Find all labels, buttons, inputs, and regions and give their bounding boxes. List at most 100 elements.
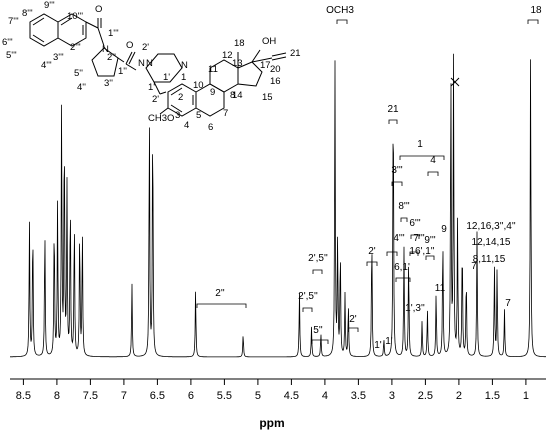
structure-atom-label: 8	[230, 90, 235, 101]
structure-atom-label: 2'	[152, 94, 159, 105]
structure-atom-label: 6'''	[2, 37, 13, 48]
structure-atom-label: O	[126, 40, 133, 51]
peak-annotation: OCH3	[326, 5, 354, 16]
annotation-bracket	[366, 261, 378, 266]
structure-atom-label: 10'''	[67, 11, 83, 22]
peak-annotation: 2'	[368, 246, 376, 257]
bracket-layer	[196, 19, 539, 344]
structure-atom-label: N	[146, 58, 153, 69]
x-axis-tick-label: 1	[523, 390, 529, 402]
annotation-bracket	[427, 171, 439, 176]
structure-atom-label: 10	[193, 80, 204, 91]
peak-annotation: 11	[435, 283, 446, 294]
annotation-bracket	[399, 155, 445, 160]
annotation-bracket	[527, 19, 539, 24]
structure-atom-label: OH	[262, 36, 276, 47]
x-axis-tick-label: 7.5	[83, 390, 98, 402]
x-axis-tick-label: 6	[188, 390, 194, 402]
annotation-bracket	[395, 277, 411, 282]
annotation-bracket	[409, 251, 419, 256]
structure-atom-label: 17	[260, 60, 271, 71]
structure-atom-label: 1'''	[108, 28, 119, 39]
peak-annotation: 1	[417, 139, 423, 150]
structure-atom-label: 21	[290, 48, 301, 59]
annotation-bracket	[302, 307, 313, 312]
annotation-bracket	[312, 269, 323, 274]
annotation-bracket	[400, 217, 408, 222]
annotation-bracket	[196, 303, 247, 308]
chemical-structure	[29, 13, 287, 117]
structure-labels: 8'''9'''10'''7'''6'''5'''4'''3'''2''' NO1…	[2, 0, 301, 133]
x-axis-tick-label: 5.5	[217, 390, 232, 402]
annotation-bracket	[388, 119, 398, 124]
structure-atom-label: 9'''	[44, 0, 55, 11]
structure-atom-label: N	[102, 44, 109, 55]
peak-annotation: 18	[530, 5, 542, 16]
spectrum-layer	[10, 53, 546, 358]
structure-atom-label: 12	[222, 50, 233, 61]
structure-atom-label: 2'''	[70, 42, 81, 53]
x-axis-tick-label: 5	[255, 390, 261, 402]
peak-annotation: 1'	[374, 340, 382, 351]
structure-atom-label: 5'''	[6, 50, 17, 61]
x-axis-tick-label: 3.5	[351, 390, 366, 402]
peak-annotation: 6,1'	[394, 262, 410, 273]
structure-atom-label: 3	[175, 110, 180, 121]
peak-annotation: 8'''	[398, 201, 409, 212]
peak-annotation: 21	[387, 104, 399, 115]
x-axis-tick-label: 7	[121, 390, 127, 402]
peak-annotation: 1'	[385, 336, 393, 347]
peak-annotation: 12,14,15	[472, 237, 511, 248]
structure-atom-label: 2''	[107, 52, 116, 63]
x-axis-tick-label: 4.5	[284, 390, 299, 402]
x-axis-tick-label: 8.5	[16, 390, 31, 402]
x-axis: 8.5 8 7.5 7 6.5 6 5.5 5 4.5 4 3.5 3 2.5 2 1.5 1 ppm	[10, 378, 546, 430]
x-axis-tick-label: 2.5	[418, 390, 433, 402]
structure-atom-label: 1	[181, 72, 186, 83]
peak-annotation: 4	[430, 155, 436, 166]
structure-atom-label: 2	[178, 92, 183, 103]
peak-annotation: 2'	[349, 314, 357, 325]
structure-atom-label: 4	[184, 120, 189, 131]
peak-annotation: 12,16,3'',4''	[466, 221, 515, 232]
x-axis-tick-label: 3	[389, 390, 395, 402]
annotation-bracket	[386, 251, 398, 256]
annotation-bracket	[425, 255, 435, 260]
x-axis-tick-label: 4	[322, 390, 328, 402]
structure-atom-label: 18	[234, 38, 245, 49]
structure-atom-label: 11	[208, 64, 218, 75]
structure-atom-label: 5''	[74, 68, 83, 79]
structure-atom-label: 20	[270, 64, 281, 75]
peak-annotation: 6'''	[409, 218, 420, 229]
peak-annotation: 2',5''	[298, 291, 318, 302]
structure-atom-label: 16	[270, 76, 281, 87]
structure-atom-label: 1'	[148, 82, 155, 93]
structure-atom-label: 3''	[104, 78, 113, 89]
structure-atom-label: 13	[232, 58, 243, 69]
peak-annotation: 7'''	[413, 233, 424, 244]
peak-annotation: 3'''	[391, 165, 402, 176]
annotation-bracket	[311, 339, 329, 344]
structure-atom-label: 4'''	[41, 60, 52, 71]
x-axis-title: ppm	[259, 416, 284, 430]
spectrum-trace	[10, 53, 546, 358]
peak-annotation: 5''	[313, 325, 322, 336]
structure-atom-label: 14	[232, 90, 243, 101]
x-axis-tick-label: 1.5	[485, 390, 500, 402]
x-axis-tick-label: 2	[456, 390, 462, 402]
annotation-bracket	[347, 327, 359, 332]
structure-atom-label: O	[95, 4, 102, 15]
structure-atom-label: 1''	[118, 66, 127, 77]
structure-atom-label: 5	[196, 110, 201, 121]
structure-atom-label: 7'''	[8, 16, 19, 27]
annotation-bracket	[410, 234, 420, 239]
peak-annotation: 7	[471, 261, 477, 272]
structure-atom-label: N	[181, 60, 188, 71]
structure-atom-label: 1'	[163, 72, 170, 83]
x-axis-tick-label: 8	[54, 390, 60, 402]
structure-atom-label: 8'''	[22, 8, 33, 19]
peak-annotation: 4'''	[393, 233, 404, 244]
structure-atom-label: 6	[208, 122, 213, 133]
annotation-bracket	[336, 19, 348, 24]
